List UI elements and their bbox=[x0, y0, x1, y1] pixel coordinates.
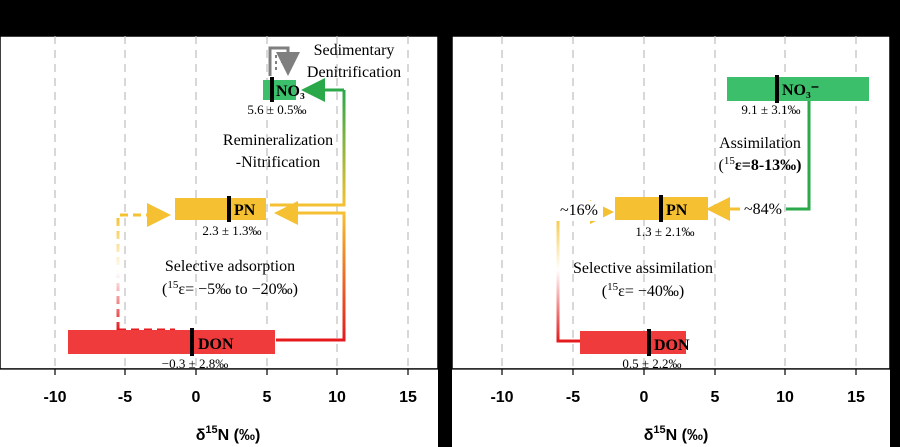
pn-label: PN bbox=[666, 202, 688, 219]
tick-label: 15 bbox=[399, 389, 417, 406]
no3-value: 5.6 ± 0.5‰ bbox=[247, 102, 306, 117]
right-panel: -10 -5 0 5 10 15 δ15N (‰) NO₃⁻ 9.1 ± 3.1… bbox=[451, 35, 891, 447]
assimilation-label: Assimilation bbox=[719, 135, 801, 152]
selective-adsorption-label: Selective adsorption bbox=[165, 258, 295, 275]
tick-label: 5 bbox=[711, 389, 720, 406]
pn-mean-marker bbox=[227, 196, 231, 222]
don-label: DON bbox=[654, 337, 690, 354]
pn-value: 2.3 ± 1.3‰ bbox=[202, 223, 261, 238]
tick-label: 10 bbox=[328, 389, 346, 406]
sedimentary-loop-arrow bbox=[268, 46, 300, 76]
selective-assimilation-fractionation-label: (15ε= −40‰) bbox=[602, 281, 684, 300]
tick-label: -5 bbox=[566, 389, 580, 406]
don-to-pn-arrow bbox=[274, 201, 346, 342]
x-axis-label: δ15N (‰) bbox=[196, 424, 261, 444]
nitrification-label: -Nitrification bbox=[236, 154, 320, 171]
no3-to-pn-arrow bbox=[786, 101, 811, 211]
remineralization-label: Remineralization bbox=[223, 132, 333, 149]
percent-16-bg bbox=[555, 201, 603, 221]
percent-16-label: ~16% bbox=[560, 202, 598, 219]
left-panel: -10 -5 0 5 10 15 δ15N (‰) Sedimentary De… bbox=[0, 35, 439, 447]
denitrification-label: Denitrification bbox=[307, 64, 401, 81]
pn-mean-marker bbox=[659, 195, 663, 222]
left-axis-area bbox=[0, 369, 438, 447]
tick-label: 0 bbox=[192, 389, 201, 406]
tick-label: 15 bbox=[847, 389, 865, 406]
no3-label: NO₃ bbox=[276, 83, 305, 100]
no3-value: 9.1 ± 3.1‰ bbox=[741, 102, 800, 117]
don-value: −0.3 ± 2.8‰ bbox=[162, 356, 228, 371]
don-box bbox=[68, 330, 275, 354]
no3-mean-marker bbox=[270, 77, 274, 102]
no3-mean-marker bbox=[775, 75, 779, 103]
no3-box bbox=[727, 77, 869, 101]
assimilation-fractionation-label: (15ε=8-13‰) bbox=[719, 155, 802, 174]
adsorption-fractionation-label: (15ε= −5‰ to −20‰) bbox=[162, 279, 298, 298]
percent-84-label: ~84% bbox=[744, 201, 782, 218]
pn-value: 1.3 ± 2.1‰ bbox=[635, 224, 694, 239]
tick-label: -5 bbox=[118, 389, 132, 406]
tick-label: -10 bbox=[490, 389, 513, 406]
selective-assimilation-label: Selective assimilation bbox=[573, 260, 713, 277]
tick-label: 10 bbox=[776, 389, 794, 406]
no3-label: NO₃⁻ bbox=[782, 82, 819, 99]
don-label: DON bbox=[198, 336, 234, 353]
adsorption-arrow bbox=[116, 203, 171, 330]
don-box bbox=[580, 331, 686, 354]
right-axis-area bbox=[452, 369, 890, 447]
tick-label: -10 bbox=[43, 389, 66, 406]
don-mean-marker bbox=[190, 328, 194, 356]
don-mean-marker bbox=[647, 329, 651, 356]
tick-label: 5 bbox=[263, 389, 272, 406]
pn-box bbox=[175, 198, 266, 220]
tick-label: 0 bbox=[640, 389, 649, 406]
x-axis-label: δ15N (‰) bbox=[644, 424, 709, 444]
sedimentary-label: Sedimentary bbox=[314, 42, 395, 59]
pn-label: PN bbox=[234, 202, 256, 219]
don-value: 0.5 ± 2.2‰ bbox=[622, 356, 681, 371]
